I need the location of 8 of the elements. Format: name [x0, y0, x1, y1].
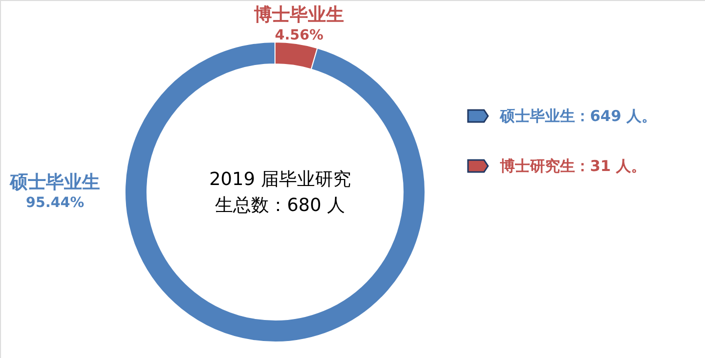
data-label: 95.44% — [26, 195, 84, 211]
text: 博士研究生：31 人。 — [499, 157, 646, 175]
text: 硕士毕业生：649 人。 — [499, 107, 657, 125]
donut-slice — [124, 42, 426, 342]
slice-label: 硕士毕业生 — [9, 172, 100, 193]
slice-label: 博士毕业生 — [253, 4, 344, 26]
data-label: 4.56% — [274, 28, 324, 44]
text: 2019 届毕业研究生总数：680 人 — [209, 169, 351, 216]
